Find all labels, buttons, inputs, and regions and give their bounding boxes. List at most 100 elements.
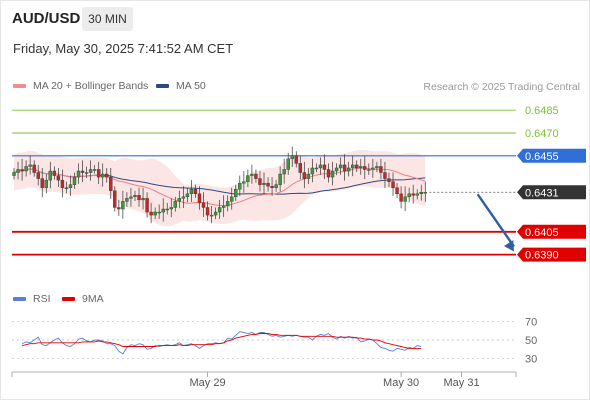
ma20-swatch bbox=[13, 84, 26, 89]
candle-body bbox=[157, 211, 161, 214]
candle-body bbox=[286, 158, 290, 170]
rsi-tick-50: 50 bbox=[525, 335, 537, 347]
candle-body bbox=[28, 164, 32, 167]
legend-ma50-label: MA 50 bbox=[176, 80, 206, 92]
candle-body bbox=[117, 207, 121, 210]
candle-body bbox=[330, 170, 335, 178]
candle-body bbox=[84, 172, 89, 174]
candle-body bbox=[92, 169, 97, 171]
legend-9ma-label: 9MA bbox=[82, 293, 104, 305]
candle-body bbox=[379, 166, 383, 173]
candle-body bbox=[423, 192, 427, 194]
candle-body bbox=[129, 196, 133, 199]
candle-body bbox=[375, 166, 379, 169]
candle-body bbox=[367, 169, 371, 171]
candle-body bbox=[12, 172, 16, 176]
candle-body bbox=[306, 173, 311, 179]
candle-body bbox=[282, 169, 286, 175]
candle-body bbox=[80, 170, 85, 173]
candle-body bbox=[419, 192, 423, 194]
candle-body bbox=[407, 193, 411, 198]
ma50-swatch bbox=[156, 84, 169, 89]
candle-body bbox=[258, 178, 262, 185]
resistance-3-tag bbox=[517, 148, 586, 163]
candle-body bbox=[105, 173, 109, 178]
candle-body bbox=[266, 182, 270, 187]
candle-body bbox=[226, 201, 230, 207]
candle-body bbox=[262, 182, 266, 185]
legend-ma50: MA 50 bbox=[156, 80, 206, 92]
rsi-tick-70: 70 bbox=[525, 316, 537, 328]
resistance-3-label: 0.6455 bbox=[525, 151, 559, 163]
candle-body bbox=[395, 187, 399, 195]
candle-body bbox=[411, 193, 415, 196]
legend-ma20: MA 20 + Bollinger Bands bbox=[13, 80, 148, 92]
forecast-arrow bbox=[476, 193, 515, 248]
candle-body bbox=[403, 196, 407, 202]
candle-body bbox=[209, 214, 214, 217]
candle-body bbox=[363, 166, 367, 170]
support-1-label: 0.6405 bbox=[525, 227, 559, 239]
candle-body bbox=[399, 193, 403, 202]
candle-body bbox=[169, 207, 173, 210]
candle-body bbox=[221, 205, 226, 208]
candle-body bbox=[88, 169, 93, 173]
candle-body bbox=[64, 187, 69, 189]
candle-body bbox=[310, 167, 315, 175]
candle-body bbox=[125, 198, 129, 202]
candle-body bbox=[334, 167, 339, 172]
candle-body bbox=[16, 169, 20, 173]
candle-body bbox=[109, 176, 113, 191]
candle-body bbox=[246, 175, 250, 182]
candle-body bbox=[52, 170, 57, 176]
candle-body bbox=[68, 184, 73, 188]
candle-body bbox=[141, 198, 145, 201]
candle-body bbox=[391, 181, 395, 188]
resistance-2-label: 0.6470 bbox=[525, 128, 559, 140]
candle-body bbox=[177, 198, 182, 202]
forecast-arrowhead bbox=[503, 240, 514, 252]
candle-body bbox=[230, 196, 234, 202]
candle-body bbox=[217, 207, 222, 213]
candle-body bbox=[121, 201, 125, 210]
candle-body bbox=[359, 166, 363, 169]
candle-body bbox=[415, 193, 419, 196]
legend-9ma: 9MA bbox=[62, 293, 104, 305]
last-price-tag bbox=[517, 185, 586, 200]
candle-body bbox=[294, 155, 298, 164]
candle-body bbox=[185, 193, 190, 198]
candle-body bbox=[133, 195, 137, 198]
candle-body bbox=[72, 176, 77, 185]
candle-body bbox=[314, 167, 319, 170]
candle-body bbox=[40, 178, 44, 188]
rsi-9ma-line bbox=[22, 333, 422, 349]
candle-body bbox=[201, 202, 206, 208]
candle-body bbox=[20, 169, 24, 172]
candle-body bbox=[48, 170, 53, 181]
timeframe-badge[interactable]: 30 MIN bbox=[82, 7, 133, 31]
support-2-label: 0.6390 bbox=[525, 250, 559, 262]
candle-body bbox=[96, 169, 101, 178]
candle-body bbox=[234, 189, 238, 198]
candle-body bbox=[298, 163, 302, 173]
candle-body bbox=[193, 189, 198, 195]
candle-body bbox=[161, 208, 165, 213]
candle-body bbox=[371, 167, 375, 170]
candle-body bbox=[326, 169, 331, 178]
credit-text: Research © 2025 Trading Central bbox=[423, 81, 580, 93]
candle-body bbox=[250, 173, 254, 176]
candle-body bbox=[213, 211, 218, 216]
support-2-tag bbox=[517, 247, 586, 262]
candle-body bbox=[56, 175, 61, 181]
candle-body bbox=[238, 182, 242, 190]
support-1-tag bbox=[517, 224, 586, 239]
candle-body bbox=[60, 179, 65, 188]
candle-body bbox=[242, 181, 246, 184]
x-tick-label-2: May 30 bbox=[383, 377, 419, 389]
candle-body bbox=[278, 173, 282, 185]
candle-body bbox=[318, 164, 323, 169]
last-price-label: 0.6431 bbox=[525, 187, 559, 199]
9ma-swatch bbox=[62, 297, 75, 302]
candle-body bbox=[383, 172, 387, 179]
